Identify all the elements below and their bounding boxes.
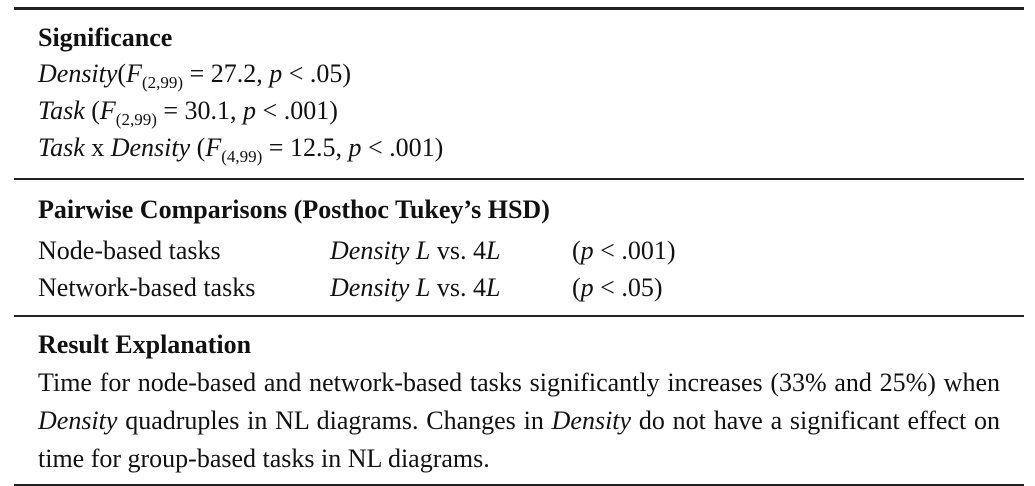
f-symbol: F <box>126 59 142 88</box>
vs: vs. 4 <box>430 236 487 265</box>
f-value: = 27.2, <box>183 59 270 88</box>
task-type: Network-based tasks <box>38 273 256 302</box>
f-symbol: F <box>205 133 222 162</box>
significance-line-task: Task (F(2,99) = 30.1, p < .001) <box>38 92 1006 129</box>
significance-line-interaction: Task x Density (F(4,99) = 12.5, p < .001… <box>38 129 1006 166</box>
factor-a: Task <box>38 133 85 162</box>
result-text-2: quadruples in NL diagrams. Changes in <box>117 406 552 435</box>
task-type: Node-based tasks <box>38 236 221 265</box>
paren: ( <box>84 96 100 125</box>
pairwise-section: Pairwise Comparisons (Posthoc Tukey’s HS… <box>38 193 1006 306</box>
result-section: Result Explanation Time for node-based a… <box>38 328 1006 478</box>
p-symbol: p <box>580 236 594 265</box>
df: (2,99) <box>141 73 184 92</box>
result-paragraph: Time for node-based and network-based ta… <box>38 364 1000 478</box>
significance-section: Significance Density(F(2,99) = 27.2, p <… <box>38 21 1006 166</box>
p-symbol: p <box>243 96 257 125</box>
vs: vs. 4 <box>430 273 487 302</box>
p-result: (p < .001) <box>572 232 676 269</box>
density-term: Density <box>551 406 632 435</box>
density-term: Density <box>38 406 118 435</box>
mid-rule-2 <box>14 315 1024 317</box>
pairwise-row: Node-based tasks Density L vs. 4L (p < .… <box>38 232 1006 269</box>
f-value: = 12.5, <box>262 133 349 162</box>
factor-b: Density <box>110 133 191 162</box>
f-value: = 30.1, <box>156 96 244 125</box>
p-symbol: p <box>580 273 594 302</box>
result-heading: Result Explanation <box>38 330 252 359</box>
p-value: < .001) <box>361 133 444 162</box>
p-symbol: p <box>348 133 362 162</box>
df: (2,99) <box>115 110 157 129</box>
level-b: L <box>486 273 501 302</box>
factor: Task <box>38 96 85 125</box>
top-rule <box>14 7 1024 10</box>
level-a: L <box>415 273 431 302</box>
mid-rule-1 <box>14 178 1024 180</box>
p-value: < .05) <box>593 273 663 302</box>
significance-line-density: Density(F(2,99) = 27.2, p < .05) <box>38 55 1006 92</box>
level-a: L <box>415 236 431 265</box>
density-term: Density <box>330 236 410 265</box>
significance-heading: Significance <box>38 23 173 52</box>
p-value: < .001) <box>256 96 338 125</box>
factor: Density <box>38 59 118 88</box>
comparison: Density L vs. 4L <box>330 232 500 269</box>
p-result: (p < .05) <box>572 269 663 306</box>
result-text-3: do not have a significant effect on time… <box>38 406 1000 473</box>
density-term: Density <box>330 273 410 302</box>
p-symbol: p <box>269 59 283 88</box>
comparison: Density L vs. 4L <box>330 269 500 306</box>
pairwise-row: Network-based tasks Density L vs. 4L (p … <box>38 269 1006 306</box>
pairwise-heading: Pairwise Comparisons (Posthoc Tukey’s HS… <box>38 195 550 224</box>
paren: ( <box>190 133 206 162</box>
p-value: < .001) <box>593 236 676 265</box>
df: (4,99) <box>221 147 263 166</box>
p-value: < .05) <box>282 59 352 88</box>
p-open: ( <box>572 273 581 302</box>
result-text-1: Time for node-based and network-based ta… <box>38 368 1000 397</box>
times: x <box>84 133 111 162</box>
bottom-rule <box>14 484 1024 486</box>
level-b: L <box>486 236 501 265</box>
f-symbol: F <box>99 96 116 125</box>
paren: ( <box>117 59 127 88</box>
p-open: ( <box>572 236 581 265</box>
